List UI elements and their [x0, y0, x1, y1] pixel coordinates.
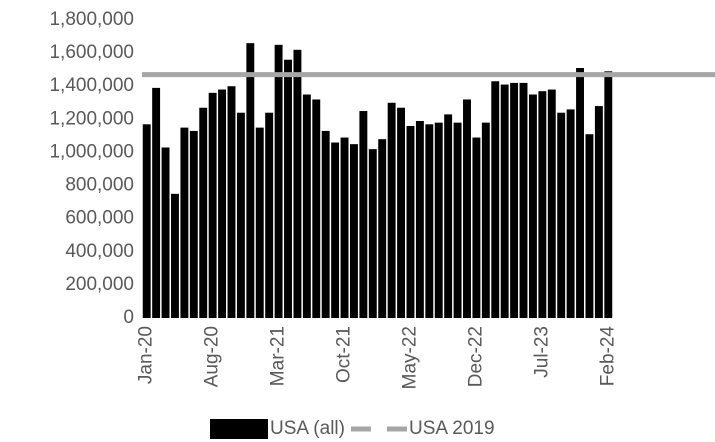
y-tick-label: 0: [123, 307, 134, 328]
bar: [340, 137, 349, 318]
bar: [585, 134, 594, 318]
x-tick-label: Mar-21: [268, 326, 289, 386]
bar: [604, 71, 613, 318]
y-tick-label: 600,000: [65, 208, 134, 229]
y-tick-label: 1,400,000: [49, 75, 134, 96]
bar: [425, 124, 434, 318]
bar: [594, 106, 603, 318]
y-tick-label: 1,000,000: [49, 141, 134, 162]
bar: [331, 142, 340, 318]
bar: [397, 107, 406, 318]
bar: [472, 137, 481, 318]
y-tick-label: 1,600,000: [49, 42, 134, 63]
bar: [284, 59, 292, 318]
bar: [463, 99, 471, 318]
bar: [566, 109, 575, 319]
bar: [255, 127, 264, 318]
bar: [500, 84, 509, 318]
x-tick-label: Jul-23: [531, 326, 552, 378]
bar: [415, 120, 424, 318]
bar: [378, 139, 387, 318]
bar: [293, 49, 302, 319]
bar: [481, 122, 490, 319]
bar: [142, 124, 151, 318]
x-tick-label: Jan-20: [136, 326, 157, 384]
bar: [171, 193, 179, 318]
bar: [274, 44, 283, 318]
bar: [406, 125, 415, 318]
bar: [199, 107, 208, 318]
legend-label: USA 2019: [409, 418, 495, 439]
x-tick-label: Dec-22: [465, 326, 486, 387]
y-tick-label: 1,800,000: [49, 9, 134, 30]
bar: [265, 112, 274, 318]
bar: [387, 102, 396, 319]
legend-label: USA (all): [270, 418, 345, 439]
bar: [227, 86, 236, 318]
bar: [246, 43, 255, 319]
bar: [557, 112, 566, 318]
bar: [538, 91, 547, 318]
bar: [236, 112, 245, 318]
bar: [528, 94, 537, 318]
bar: [218, 89, 227, 319]
bar: [444, 114, 453, 318]
bar: [547, 89, 556, 319]
y-tick-label: 800,000: [65, 175, 134, 196]
bar: [576, 68, 584, 318]
bar: [312, 99, 321, 318]
bar: [434, 122, 443, 319]
x-tick-label: Oct-21: [334, 326, 355, 383]
bar: [453, 122, 462, 319]
bar: [161, 147, 170, 318]
bar: [368, 149, 377, 318]
y-tick-label: 400,000: [65, 241, 134, 262]
y-tick-label: 200,000: [65, 274, 134, 295]
bar: [152, 87, 161, 318]
x-tick-label: Feb-24: [597, 326, 618, 387]
legend-swatch: [210, 419, 268, 439]
x-tick-label: May-22: [399, 326, 420, 389]
bar: [349, 144, 358, 318]
bar: [510, 82, 519, 319]
bar: [302, 94, 311, 318]
bar: [359, 111, 368, 318]
y-tick-label: 1,200,000: [49, 108, 134, 129]
x-tick-label: Aug-20: [202, 326, 223, 387]
bar: [189, 130, 198, 318]
bar: [208, 92, 217, 318]
bar: [519, 82, 528, 319]
bar: [491, 81, 500, 318]
bar: [180, 127, 189, 318]
bar: [321, 130, 330, 318]
